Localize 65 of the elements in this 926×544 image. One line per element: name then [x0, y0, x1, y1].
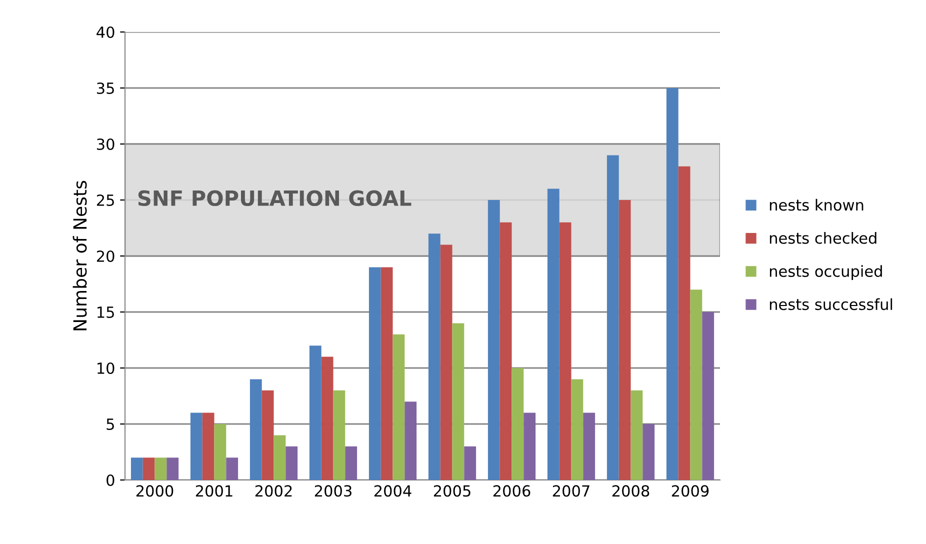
bar	[583, 412, 596, 480]
bar	[274, 435, 286, 480]
y-tick-label: 5	[106, 418, 114, 430]
legend-label: nests occupied	[770, 265, 882, 280]
bar	[571, 379, 584, 480]
bar	[392, 334, 405, 480]
bar	[606, 155, 619, 480]
y-tick-label: 30	[97, 138, 114, 150]
bar	[559, 222, 572, 480]
bar	[702, 312, 714, 480]
bar	[130, 458, 143, 480]
y-tick-label: 0	[106, 474, 114, 486]
bar	[524, 412, 536, 480]
bar	[630, 390, 643, 480]
bar	[452, 323, 464, 480]
bar	[488, 200, 500, 480]
bar	[512, 368, 524, 480]
bar	[190, 412, 202, 480]
bar	[690, 290, 702, 480]
y-tick-label: 40	[96, 26, 114, 38]
x-tick-label: 2007	[552, 485, 590, 497]
bar	[321, 356, 334, 480]
bar	[286, 446, 298, 480]
band-label: SNF POPULATION GOAL	[138, 190, 412, 206]
bar	[214, 424, 226, 480]
x-tick-label: 2003	[314, 485, 352, 497]
bar	[262, 390, 274, 480]
x-tick-label: 2005	[434, 485, 470, 497]
y-tick-label: 10	[98, 362, 114, 374]
x-tick-label: 2008	[612, 485, 650, 497]
bar	[618, 200, 631, 480]
x-tick-label: 2001	[196, 485, 232, 497]
bar	[547, 188, 560, 480]
x-tick-label: 2009	[672, 485, 709, 497]
y-tick-label: 25	[96, 194, 114, 206]
bar	[440, 244, 452, 480]
bar	[202, 412, 214, 480]
bar	[666, 88, 678, 480]
bar	[309, 346, 322, 480]
x-tick-label: 2000	[136, 485, 174, 497]
bar	[428, 234, 440, 480]
legend-label: nests checked	[770, 232, 876, 244]
y-axis-title: Number of Nests	[72, 180, 87, 330]
legend-label: nests known	[770, 198, 864, 211]
bar	[333, 390, 346, 480]
bar	[166, 458, 179, 480]
x-tick-label: 2004	[374, 485, 412, 497]
bar	[380, 267, 393, 480]
y-tick-label: 20	[96, 250, 114, 262]
legend-label: nests successful	[770, 298, 892, 310]
bar	[464, 446, 476, 480]
bar	[642, 424, 655, 480]
bar	[154, 458, 167, 480]
bar	[500, 222, 512, 480]
bar	[142, 458, 155, 480]
x-tick-label: 2006	[493, 485, 530, 497]
bar	[368, 267, 381, 480]
bar	[404, 402, 417, 480]
bar	[345, 446, 358, 480]
y-tick-label: 15	[98, 306, 114, 318]
bar	[226, 458, 238, 480]
bar	[678, 166, 690, 480]
x-tick-label: 2002	[255, 485, 292, 497]
y-tick-label: 35	[97, 82, 114, 94]
bar	[250, 379, 262, 480]
